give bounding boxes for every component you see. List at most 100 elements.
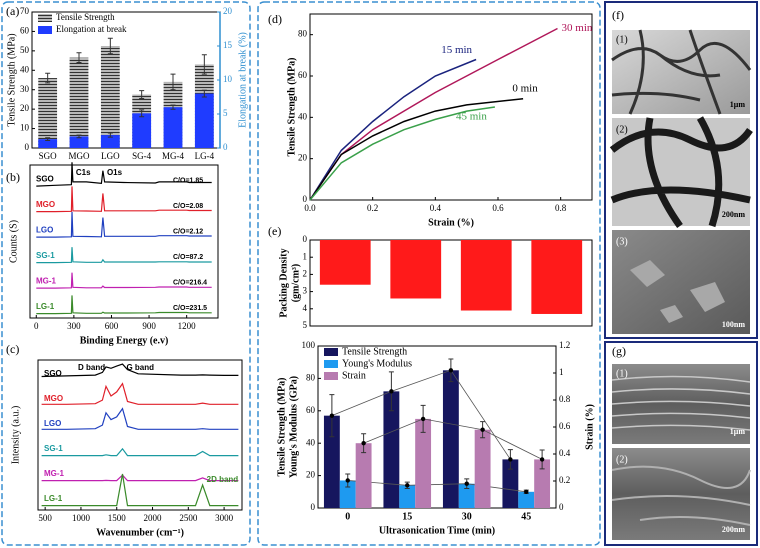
- bar: [100, 135, 120, 148]
- series-label: SG-1: [36, 251, 55, 260]
- image-label: (1): [616, 368, 628, 379]
- bar: [339, 480, 356, 508]
- bar: [323, 415, 340, 508]
- y-tick-label: 20: [20, 103, 30, 113]
- panel-label: (c): [6, 342, 19, 356]
- bar: [355, 443, 372, 508]
- x-tick-label: SG-4: [132, 151, 152, 161]
- annotation: C/O=1.85: [173, 177, 203, 184]
- marker: [464, 481, 469, 486]
- scale-bar: 200nm: [722, 525, 745, 534]
- micrograph-detail: [611, 465, 751, 526]
- marker: [480, 427, 485, 432]
- micrograph-detail: [630, 260, 725, 323]
- series-label: MGO: [36, 200, 55, 209]
- micrograph-detail: [611, 29, 752, 115]
- panel-label: (g): [612, 344, 626, 358]
- bar: [502, 459, 519, 508]
- spectrum-line: [36, 186, 212, 213]
- x-tick-label: MG-4: [162, 151, 184, 161]
- x-tick-label: SGO: [39, 151, 58, 161]
- series-label: LGO: [44, 419, 61, 428]
- y2-tick-label: 10: [223, 74, 233, 84]
- legend-swatch: [324, 360, 338, 368]
- y2-tick-label: 0.8: [559, 394, 571, 404]
- x-tick-label: 0.6: [492, 203, 504, 213]
- bar: [38, 78, 58, 148]
- scale-bar: 1μm: [730, 427, 746, 436]
- scale-bar: 200nm: [722, 210, 745, 219]
- x-tick-label: MGO: [68, 151, 90, 161]
- peak-label: D band: [78, 363, 105, 372]
- curve: [309, 106, 496, 201]
- trend-line: [331, 369, 511, 460]
- legend-label: Tensile Strength: [342, 346, 407, 357]
- y-tick-label: 0: [303, 194, 308, 204]
- x-tick-label: 1200: [178, 321, 197, 331]
- y2-tick-label: 0.6: [559, 421, 571, 431]
- peak-label: O1s: [107, 168, 123, 177]
- y2-axis-label: Elongation at break (%): [237, 32, 248, 128]
- y-tick-label: 50: [20, 45, 30, 55]
- legend-label: Strain: [342, 370, 366, 381]
- series-label: MG-1: [44, 469, 65, 478]
- y-tick-label: 20: [306, 470, 316, 480]
- series-label: LG-1: [36, 302, 55, 311]
- y-tick-label: 100: [302, 340, 316, 350]
- y-axis-label: Intensity (a.u.): [10, 406, 21, 465]
- curve-label: 0 min: [512, 82, 538, 94]
- y-axis-label: Tensile Strength (MPa): [286, 58, 297, 157]
- annotation: C/O=216.4: [173, 279, 207, 286]
- curve: [309, 58, 477, 201]
- y-axis-label: Packing Density: [278, 248, 289, 317]
- x-tick-label: LGO: [101, 151, 120, 161]
- plot-frame: [309, 13, 593, 201]
- bar: [38, 139, 58, 148]
- spectrum-line: [41, 382, 239, 405]
- x-tick-label: 2500: [179, 513, 198, 523]
- y-tick-label: 40: [298, 111, 308, 121]
- error-bar: [170, 104, 176, 110]
- series-label: LGO: [36, 226, 53, 235]
- x-tick-label: 300: [67, 321, 81, 331]
- x-axis-label: Wavenumber (cm⁻¹): [96, 527, 184, 538]
- annotation: C/O=2.12: [173, 228, 203, 235]
- error-bar: [76, 52, 82, 64]
- x-tick-label: LG-4: [195, 151, 215, 161]
- spectrum-line: [36, 247, 212, 264]
- micrograph-detail: [611, 375, 751, 431]
- y-tick-label: 4: [303, 303, 308, 313]
- spectrum-line: [41, 474, 239, 482]
- bar: [518, 491, 535, 508]
- legend-label: Young's Modulus: [342, 358, 412, 369]
- marker: [524, 489, 529, 494]
- panel-label: (e): [268, 224, 281, 238]
- annotation: C/O=231.5: [173, 305, 207, 312]
- bar: [69, 57, 89, 148]
- y-axis-label: Young's Modulus (GPa): [288, 376, 299, 478]
- panel-frame: [604, 341, 758, 546]
- x-axis-label: Strain (%): [428, 217, 474, 228]
- y-tick-label: 2: [303, 268, 308, 278]
- bar: [415, 418, 432, 508]
- legend-label: Tensile Strength: [56, 12, 115, 22]
- curve-label: 30 min: [562, 22, 593, 34]
- spectrum-line: [41, 447, 239, 457]
- panel-label: (d): [268, 12, 282, 26]
- bar: [69, 136, 89, 148]
- error-bar: [45, 137, 51, 142]
- series-label: SG-1: [44, 444, 63, 453]
- plot-frame: [309, 239, 593, 327]
- series-label: MGO: [44, 394, 63, 403]
- y-tick-label: 60: [306, 405, 316, 415]
- bar: [460, 240, 512, 311]
- y-tick-label: 70: [20, 6, 30, 16]
- x-tick-label: 0.4: [430, 203, 442, 213]
- y2-tick-label: 0.4: [559, 448, 571, 458]
- x-tick-label: 0.8: [555, 203, 567, 213]
- spectrum-line: [36, 211, 212, 238]
- error-bar: [76, 134, 82, 139]
- panel-label: (f): [612, 8, 624, 22]
- series-label: LG-1: [44, 494, 63, 503]
- y-tick-label: 40: [20, 64, 30, 74]
